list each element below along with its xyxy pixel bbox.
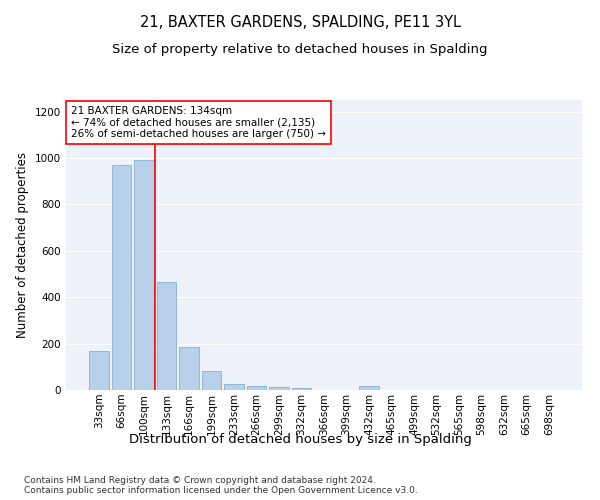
Bar xyxy=(269,387,289,390)
Bar xyxy=(157,282,176,390)
Y-axis label: Number of detached properties: Number of detached properties xyxy=(16,152,29,338)
Bar xyxy=(224,384,244,390)
Bar xyxy=(247,386,266,390)
Text: Contains HM Land Registry data © Crown copyright and database right 2024.
Contai: Contains HM Land Registry data © Crown c… xyxy=(24,476,418,495)
Bar xyxy=(202,372,221,390)
Bar xyxy=(112,165,131,390)
Text: Distribution of detached houses by size in Spalding: Distribution of detached houses by size … xyxy=(128,432,472,446)
Text: Size of property relative to detached houses in Spalding: Size of property relative to detached ho… xyxy=(112,42,488,56)
Bar xyxy=(292,388,311,390)
Bar xyxy=(134,160,154,390)
Text: 21 BAXTER GARDENS: 134sqm
← 74% of detached houses are smaller (2,135)
26% of se: 21 BAXTER GARDENS: 134sqm ← 74% of detac… xyxy=(71,106,326,139)
Text: 21, BAXTER GARDENS, SPALDING, PE11 3YL: 21, BAXTER GARDENS, SPALDING, PE11 3YL xyxy=(139,15,461,30)
Bar xyxy=(89,350,109,390)
Bar xyxy=(359,386,379,390)
Bar xyxy=(179,347,199,390)
